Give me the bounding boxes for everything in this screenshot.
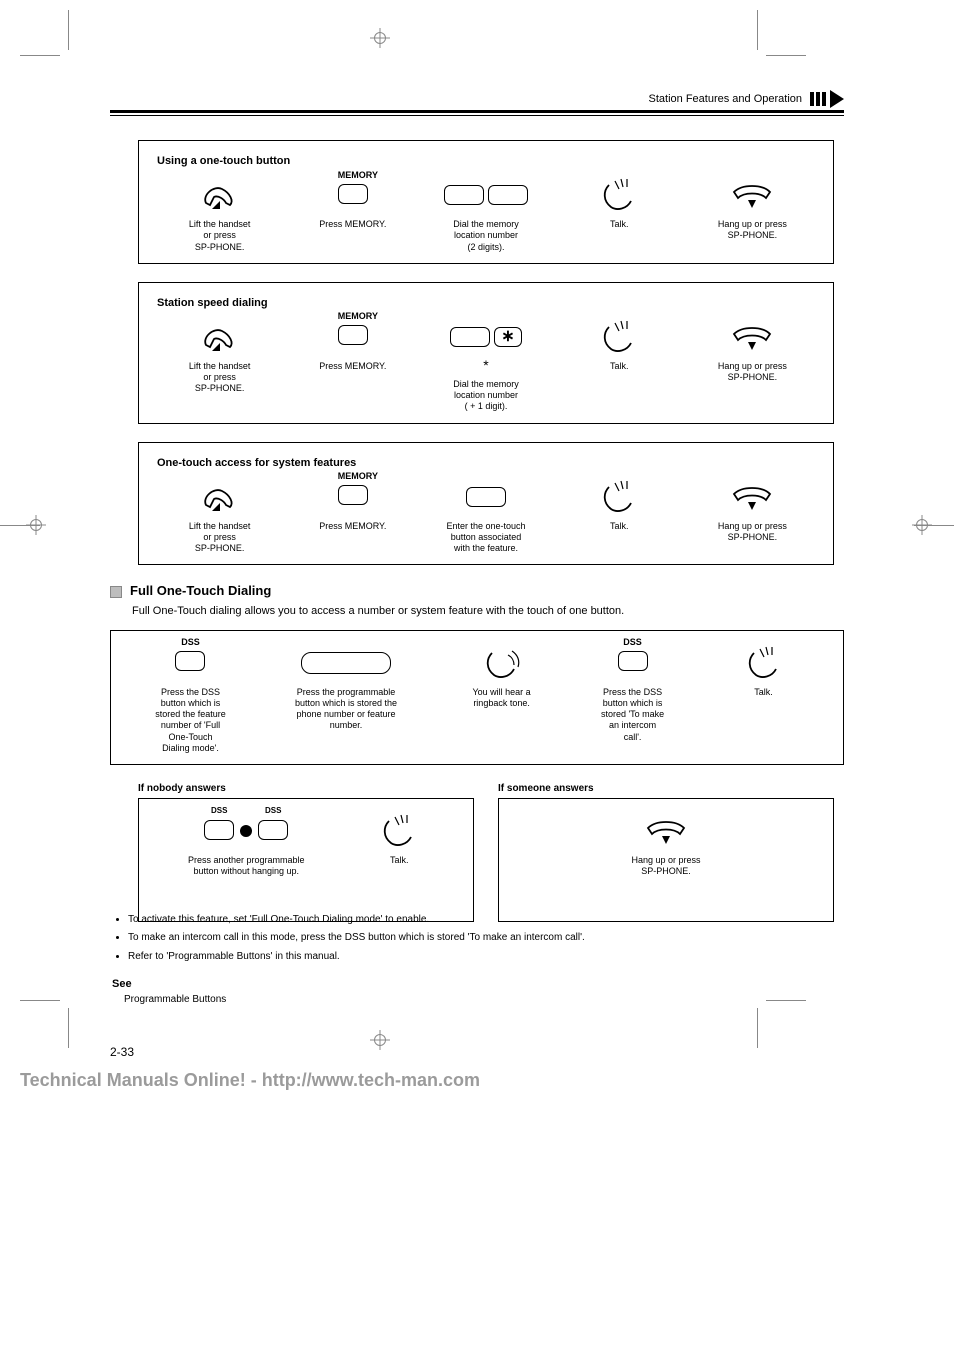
diagram-full-one-touch: DSS Press the DSSbutton which isstored t… — [110, 630, 844, 766]
manual-page: Station Features and Operation Using a o… — [0, 0, 954, 1099]
section-description: Full One-Touch dialing allows you to acc… — [132, 604, 844, 619]
phone-down-icon — [644, 813, 688, 849]
key-plus-star-icon — [450, 319, 522, 355]
memory-key-icon: MEMORY — [338, 177, 368, 213]
step: Talk. — [557, 177, 682, 230]
section-marker-icon — [110, 586, 122, 598]
crop-mark — [20, 1000, 60, 1001]
step: MEMORY Press MEMORY. — [290, 177, 415, 230]
list-item: To make an intercom call in this mode, p… — [128, 931, 844, 946]
phone-up-icon — [200, 319, 240, 355]
header-rule — [110, 110, 844, 116]
talk-icon — [599, 479, 639, 515]
phone-up-icon — [200, 479, 240, 515]
crop-mark — [0, 525, 40, 526]
see-heading: See — [112, 978, 844, 990]
two-column-row: If nobody answers DSS DSS Press another … — [110, 783, 844, 907]
list-item: Refer to 'Programmable Buttons' in this … — [128, 950, 844, 965]
header-arrow-icon — [810, 90, 844, 108]
step-caption: Talk. — [610, 219, 629, 230]
diagram-continue: DSS DSS Press another programmablebutton… — [138, 798, 474, 922]
page-header: Station Features and Operation — [110, 90, 844, 108]
dss-key-icon: DSS — [175, 645, 205, 681]
one-key-icon — [466, 479, 506, 515]
footer-watermark: Technical Manuals Online! - http://www.t… — [20, 1070, 480, 1091]
crop-mark — [766, 1000, 806, 1001]
phone-down-icon — [730, 177, 774, 213]
talk-icon — [744, 645, 784, 681]
see-item: Programmable Buttons — [124, 994, 844, 1005]
step-caption: Dial the memorylocation number(2 digits)… — [453, 219, 519, 253]
memory-key-icon: MEMORY — [338, 479, 368, 515]
crop-mark — [68, 10, 69, 50]
talk-icon — [379, 813, 419, 849]
phone-up-icon — [200, 177, 240, 213]
crop-mark — [914, 525, 954, 526]
memory-key-icon: MEMORY — [338, 319, 368, 355]
crop-mark — [68, 1008, 69, 1048]
step-caption: Lift the handsetor pressSP-PHONE. — [189, 219, 251, 253]
crop-mark — [757, 10, 758, 50]
dss-key-icon: DSS — [618, 645, 648, 681]
phone-down-icon — [730, 319, 774, 355]
crop-mark — [20, 55, 60, 56]
diagram-title: One-touch access for system features — [157, 457, 815, 469]
diagram-title: Station speed dialing — [157, 297, 815, 309]
ringback-icon — [482, 645, 522, 681]
crop-mark — [757, 1008, 758, 1048]
two-keys-icon — [444, 177, 528, 213]
dss-or-dss-icon: DSS DSS — [204, 813, 288, 849]
talk-icon — [599, 177, 639, 213]
step-caption: Press MEMORY. — [319, 219, 386, 230]
registration-mark — [370, 1030, 390, 1050]
diagram-station-speed: Station speed dialing Lift the handsetor… — [138, 282, 834, 424]
section-heading: Full One-Touch Dialing — [110, 583, 844, 598]
star-subglyph: * — [483, 357, 488, 373]
step: Dial the memorylocation number(2 digits)… — [423, 177, 548, 253]
registration-mark — [370, 28, 390, 48]
diagram-feature-access: One-touch access for system features Lif… — [138, 442, 834, 566]
diagram-title: Using a one-touch button — [157, 155, 815, 167]
page-number: 2-33 — [110, 1045, 844, 1059]
step-caption: Hang up or pressSP-PHONE. — [718, 219, 787, 242]
step: Hang up or pressSP-PHONE. — [690, 177, 815, 242]
box-subhead: If nobody answers — [138, 783, 474, 794]
step: Lift the handsetor pressSP-PHONE. — [157, 177, 282, 253]
box-subhead: If someone answers — [498, 783, 834, 794]
diagram-one-touch: Using a one-touch button Lift the handse… — [138, 140, 834, 264]
diagram-answer: Hang up or pressSP-PHONE. — [498, 798, 834, 922]
programmable-key-icon — [301, 645, 391, 681]
talk-icon — [599, 319, 639, 355]
phone-down-icon — [730, 479, 774, 515]
page-title: Station Features and Operation — [649, 93, 802, 105]
crop-mark — [766, 55, 806, 56]
